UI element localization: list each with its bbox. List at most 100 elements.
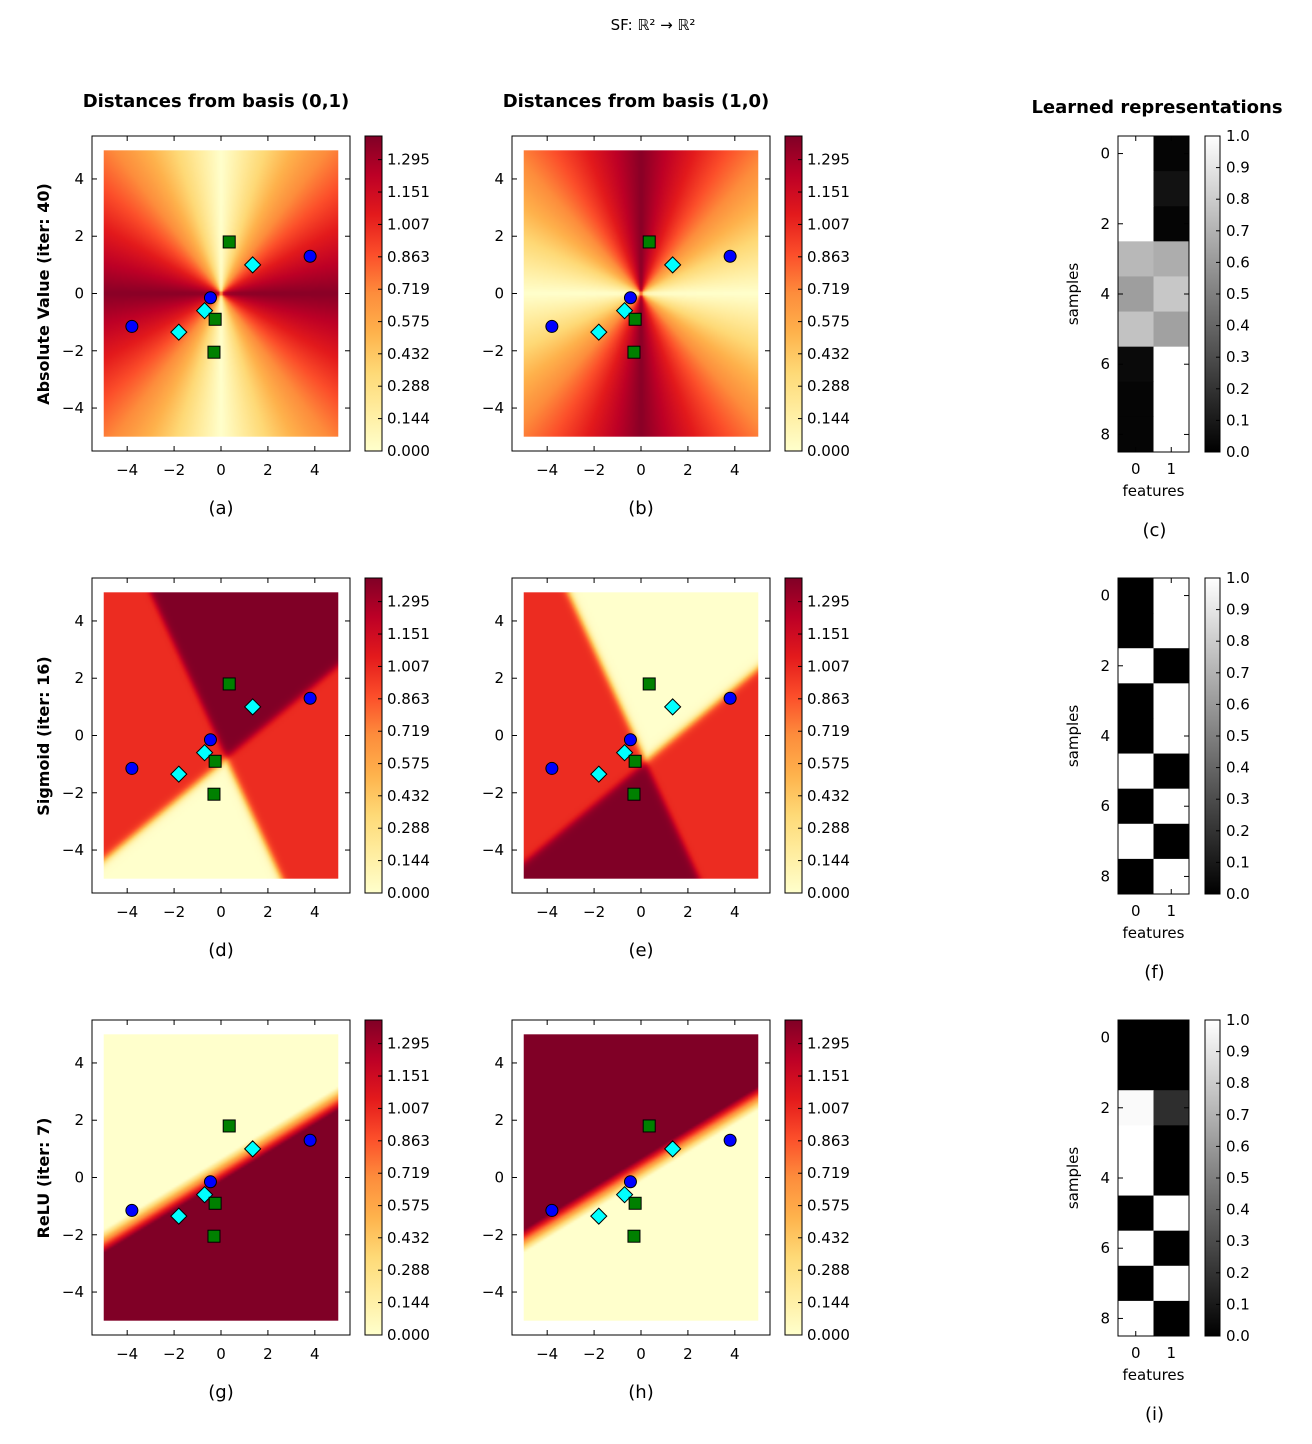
x-tick-label: −2 <box>163 461 185 479</box>
point-circle-1 <box>203 291 217 305</box>
matrix-cell <box>1153 276 1190 312</box>
matrix-cell <box>1153 1020 1190 1056</box>
colorbar <box>784 135 803 452</box>
x-tick-label: 4 <box>730 461 740 479</box>
y-tick-label: −2 <box>482 1226 504 1244</box>
colorbar-tick-label: 0.2 <box>1226 1264 1250 1282</box>
y-tick-label: −2 <box>62 1226 84 1244</box>
y-tick-label: 4 <box>494 1054 504 1072</box>
colorbar-tick-label: 0.1 <box>1226 1295 1250 1313</box>
column-title-1: Distances from basis (0,1) <box>83 91 350 112</box>
x-tick-label: 0 <box>216 1345 226 1363</box>
colorbar-tick-label: 0.6 <box>1226 253 1250 271</box>
y-tick-label: 4 <box>1100 285 1110 303</box>
colorbar-tick-label: 0.000 <box>387 442 430 460</box>
y-tick-label: 2 <box>74 1111 84 1129</box>
colorbar-tick-label: 1.151 <box>807 625 850 643</box>
colorbar-tick-label: 0.2 <box>1226 380 1250 398</box>
matrix-cell <box>1118 171 1154 207</box>
y-tick-label: 2 <box>494 1111 504 1129</box>
point-square-2 <box>207 1229 221 1243</box>
matrix-cell <box>1118 1300 1154 1337</box>
colorbar-tick-label: 0.8 <box>1226 632 1250 650</box>
colorbar <box>364 577 383 894</box>
colorbar-tick-label: 1.151 <box>387 183 430 201</box>
matrix-cell <box>1153 171 1190 207</box>
matrix-cell <box>1118 718 1154 754</box>
colorbar-tick-label: 0.0 <box>1226 1327 1250 1345</box>
matrix-cell <box>1153 346 1190 383</box>
colorbar-tick-label: 0.5 <box>1226 285 1250 303</box>
colorbar-tick-label: 0.5 <box>1226 727 1250 745</box>
colorbar-tick-label: 1.0 <box>1226 569 1250 587</box>
point-square-0 <box>642 1119 656 1133</box>
row-label-1: Absolute Value (iter: 40) <box>34 183 53 405</box>
point-square-0 <box>642 677 656 691</box>
x-tick-label: 4 <box>310 903 320 921</box>
point-square-0 <box>222 1119 236 1133</box>
colorbar-tick-label: 1.007 <box>807 215 850 233</box>
subplot-caption: (f) <box>1144 962 1164 983</box>
point-circle-2 <box>303 691 317 705</box>
point-circle-1 <box>203 733 217 747</box>
y-tick-label: 0 <box>1100 1029 1110 1047</box>
point-circle-2 <box>723 691 737 705</box>
point-square-0 <box>222 235 236 249</box>
colorbar-tick-label: 1.007 <box>807 1099 850 1117</box>
colorbar-tick-label: 0.575 <box>387 755 430 773</box>
x-tick-label: 2 <box>263 461 273 479</box>
matrix-cell <box>1153 648 1190 684</box>
x-tick-label: −2 <box>163 903 185 921</box>
colorbar-tick-label: 0.1 <box>1226 853 1250 871</box>
point-diamond-1 <box>195 1185 214 1204</box>
point-square-1 <box>208 754 222 768</box>
matrix-cell <box>1118 578 1154 614</box>
point-circle-2 <box>303 249 317 263</box>
y-tick-label: 2 <box>494 669 504 687</box>
colorbar-tick-label: 0.1 <box>1226 411 1250 429</box>
point-circle-1 <box>623 291 637 305</box>
matrix-cell <box>1153 1090 1190 1126</box>
subplot-g: −4 −2 0 2 4 −4 −2 0 2 4 0.000 0.144 0.288 0.432 0.575 0… <box>62 1019 430 1403</box>
y-tick-label: 4 <box>74 612 84 630</box>
matrix-cell <box>1153 1265 1190 1302</box>
colorbar <box>364 1019 383 1336</box>
matrix-cell <box>1118 1195 1154 1232</box>
colorbar-tick-label: 0.719 <box>387 280 430 298</box>
matrix-cell <box>1153 381 1190 418</box>
matrix-cell <box>1153 578 1190 614</box>
matrix-cell <box>1118 241 1154 277</box>
colorbar-tick-label: 0.288 <box>807 377 850 395</box>
distance-field <box>523 592 759 879</box>
point-circle-2 <box>723 1133 737 1147</box>
point-circle-1 <box>623 1175 637 1189</box>
y-tick-label: 2 <box>74 227 84 245</box>
row-label-2: Sigmoid (iter: 16) <box>34 656 53 815</box>
colorbar-tick-label: 1.007 <box>387 1099 430 1117</box>
colorbar <box>784 1019 803 1336</box>
matrix-cell <box>1118 381 1154 418</box>
colorbar-tick-label: 0.8 <box>1226 190 1250 208</box>
y-tick-label: 0 <box>1100 587 1110 605</box>
matrix-cell <box>1118 346 1154 383</box>
colorbar-tick-label: 0.7 <box>1226 222 1250 240</box>
colorbar-tick-label: 0.863 <box>387 248 430 266</box>
y-tick-label: 6 <box>1100 355 1110 373</box>
subplot-caption: (h) <box>628 1382 653 1403</box>
colorbar-tick-label: 0.144 <box>807 852 850 870</box>
colorbar-tick-label: 1.151 <box>807 183 850 201</box>
x-tick-label: 1 <box>1166 902 1176 920</box>
subplot-f: 0 1 0 2 4 6 8 features samples 0.0 0.1 0.2 0.3 0.4 0.5… <box>1064 569 1250 983</box>
point-circle-1 <box>623 733 637 747</box>
distance-field <box>523 150 759 437</box>
point-diamond-0 <box>170 765 188 783</box>
y-tick-label: −4 <box>62 841 84 859</box>
matrix-cell <box>1118 276 1154 312</box>
colorbar-tick-label: 1.295 <box>387 151 430 169</box>
point-circle-2 <box>303 1133 317 1147</box>
subplot-b: −4 −2 0 2 4 −4 −2 0 2 4 0.000 0.144 0.288 0.432 0.575 0… <box>482 135 850 519</box>
colorbar-tick-label: 0.0 <box>1226 885 1250 903</box>
point-diamond-2 <box>663 256 682 274</box>
matrix-cell <box>1118 136 1154 172</box>
